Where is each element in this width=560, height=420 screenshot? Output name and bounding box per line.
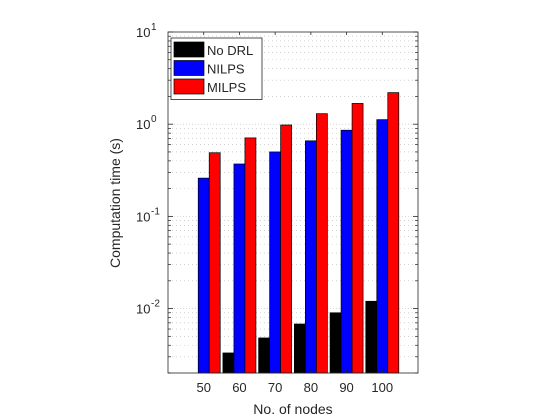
bar-no-drl <box>329 312 342 374</box>
x-tick-label: 80 <box>304 380 318 395</box>
legend-swatch-nilps <box>173 60 205 76</box>
x-tick-label: 100 <box>371 380 393 395</box>
bar-no-drl <box>365 300 378 374</box>
bar-milps <box>351 103 364 374</box>
bar-nilps <box>197 177 210 374</box>
legend-swatch-milps <box>173 78 205 95</box>
legend-label: NILPS <box>207 62 245 77</box>
bar-nilps <box>305 140 317 374</box>
y-tick-exponent: -2 <box>151 299 160 310</box>
bars <box>197 92 400 374</box>
x-tick-label: 70 <box>268 380 282 395</box>
bar-milps <box>387 92 400 374</box>
bar-milps <box>244 137 257 374</box>
plot-area <box>167 31 419 374</box>
y-tick-exponent: 1 <box>151 22 157 33</box>
bar-nilps <box>269 151 281 374</box>
y-tick-exponent: 0 <box>151 114 157 125</box>
bar-milps <box>280 124 292 374</box>
legend: No DRL NILPS MILPS <box>170 37 263 100</box>
x-axis-label: No. of nodes <box>253 401 332 417</box>
y-tick-exponent: -1 <box>151 206 160 217</box>
bar-nilps <box>376 119 389 374</box>
bar-no-drl <box>258 337 270 374</box>
bar-milps <box>208 152 221 374</box>
y-tick-base: 10 <box>136 209 150 224</box>
y-tick-label: 10 -2 <box>136 299 160 317</box>
bar-nilps <box>233 163 246 374</box>
bar-milps <box>316 113 328 374</box>
legend-swatch-no-drl <box>173 41 205 58</box>
y-tick-base: 10 <box>136 25 150 40</box>
bar-no-drl <box>294 323 306 374</box>
y-axis-label: Computation time (s) <box>107 138 123 268</box>
x-tick-label: 90 <box>339 380 353 395</box>
y-tick-base: 10 <box>136 117 150 132</box>
y-tick-label: 10 0 <box>136 114 157 132</box>
y-tick-base: 10 <box>136 302 150 317</box>
legend-label: No DRL <box>207 43 253 58</box>
y-tick-label: 10 1 <box>136 22 157 40</box>
y-tick-label: 10 -1 <box>136 206 160 224</box>
bar-no-drl <box>222 352 235 374</box>
x-tick-label: 50 <box>196 380 210 395</box>
legend-label: MILPS <box>207 80 246 95</box>
bar-nilps <box>340 129 353 374</box>
x-tick-label: 60 <box>232 380 246 395</box>
